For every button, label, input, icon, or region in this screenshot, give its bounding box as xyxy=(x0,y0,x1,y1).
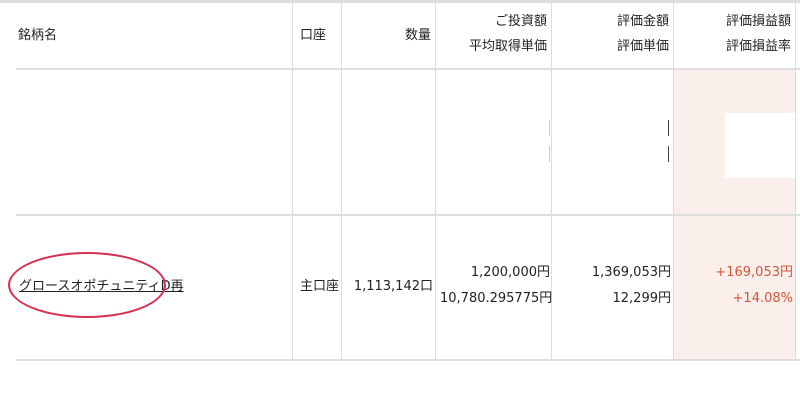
header-account: 口座 xyxy=(300,28,327,43)
column-divider xyxy=(292,0,293,360)
header-investment: ご投資額 xyxy=(494,14,547,29)
row-divider xyxy=(16,359,800,361)
header-valuation-unit: 評価単価 xyxy=(616,39,669,54)
column-divider xyxy=(551,0,552,360)
top-bar xyxy=(0,0,800,3)
redacted-area xyxy=(725,113,795,178)
pl-rate-cell: +14.08% xyxy=(732,291,793,306)
redaction-mark xyxy=(668,120,669,136)
header-quantity: 数量 xyxy=(404,28,431,43)
pl-amount-cell: +169,053円 xyxy=(715,265,793,280)
column-divider xyxy=(341,0,342,360)
header-avg-price: 平均取得単価 xyxy=(468,39,547,54)
quantity-cell: 1,113,142口 xyxy=(353,279,433,294)
valuation-cell: 1,369,053円 xyxy=(591,265,671,280)
investment-cell: 1,200,000円 xyxy=(470,265,550,280)
header-valuation: 評価金額 xyxy=(616,14,669,29)
row-divider xyxy=(16,214,800,216)
header-divider xyxy=(16,68,800,70)
header-pl-amount: 評価損益額 xyxy=(725,14,791,29)
header-name: 銘柄名 xyxy=(18,28,58,43)
valuation-unit-cell: 12,299円 xyxy=(612,291,672,306)
column-divider xyxy=(795,0,796,360)
annotation-circle xyxy=(8,252,166,318)
column-divider xyxy=(673,0,674,360)
redaction-mark xyxy=(549,120,550,136)
redaction-mark xyxy=(668,146,669,162)
column-divider xyxy=(435,0,436,360)
avg-price-cell: 10,780.295775円 xyxy=(440,291,553,306)
header-pl-rate: 評価損益率 xyxy=(725,39,791,54)
redaction-mark xyxy=(549,146,550,162)
account-cell: 主口座 xyxy=(300,279,340,294)
